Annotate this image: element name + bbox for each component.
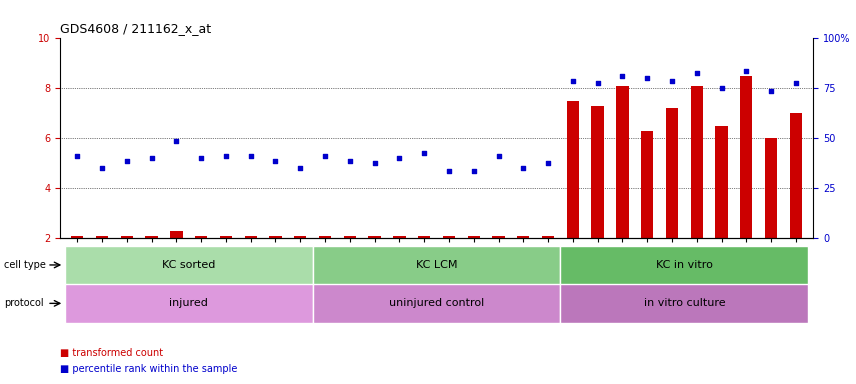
Point	[764, 88, 778, 94]
Bar	[195, 235, 207, 238]
Point	[269, 158, 282, 164]
Text: KC in vitro: KC in vitro	[656, 260, 713, 270]
Bar	[492, 235, 505, 238]
Bar	[270, 235, 282, 238]
Text: GDS4608 / 211162_x_at: GDS4608 / 211162_x_at	[60, 22, 211, 35]
Bar	[146, 235, 158, 238]
Bar	[666, 108, 678, 238]
Point	[740, 68, 753, 74]
Bar	[170, 230, 182, 238]
Point	[541, 160, 555, 166]
Text: uninjured control: uninjured control	[389, 298, 484, 308]
Point	[665, 78, 679, 84]
FancyBboxPatch shape	[65, 246, 312, 284]
Point	[194, 155, 208, 161]
Bar	[121, 235, 133, 238]
Point	[120, 158, 134, 164]
Point	[343, 158, 357, 164]
Point	[467, 167, 480, 174]
Bar	[789, 113, 802, 238]
Point	[591, 80, 604, 86]
Point	[95, 165, 109, 171]
Point	[169, 138, 183, 144]
Bar	[443, 235, 455, 238]
Point	[418, 150, 431, 156]
Bar	[294, 235, 306, 238]
Point	[219, 152, 233, 159]
Text: KC LCM: KC LCM	[416, 260, 457, 270]
FancyBboxPatch shape	[65, 284, 312, 323]
Text: injured: injured	[169, 298, 208, 308]
Point	[244, 152, 258, 159]
Point	[70, 152, 84, 159]
Point	[368, 160, 382, 166]
Text: ■ transformed count: ■ transformed count	[60, 348, 163, 358]
Bar	[567, 101, 579, 238]
Bar	[740, 76, 752, 238]
Bar	[591, 106, 603, 238]
Point	[442, 167, 455, 174]
Point	[145, 155, 158, 161]
Point	[393, 155, 407, 161]
FancyBboxPatch shape	[312, 246, 561, 284]
Bar	[517, 235, 530, 238]
Bar	[418, 235, 431, 238]
FancyBboxPatch shape	[312, 284, 561, 323]
Bar	[765, 138, 777, 238]
Bar	[71, 235, 84, 238]
Bar	[616, 86, 628, 238]
Bar	[368, 235, 381, 238]
FancyBboxPatch shape	[561, 246, 808, 284]
Point	[516, 165, 530, 171]
Point	[640, 75, 654, 81]
Point	[690, 70, 704, 76]
Bar	[716, 126, 728, 238]
Bar	[245, 235, 257, 238]
Text: KC sorted: KC sorted	[162, 260, 216, 270]
Bar	[691, 86, 703, 238]
Point	[566, 78, 580, 84]
Bar	[318, 235, 331, 238]
Text: ■ percentile rank within the sample: ■ percentile rank within the sample	[60, 364, 237, 374]
Bar	[393, 235, 406, 238]
Point	[318, 152, 332, 159]
Bar	[96, 235, 108, 238]
Bar	[641, 131, 653, 238]
Point	[615, 73, 629, 79]
Bar	[220, 235, 232, 238]
Text: cell type: cell type	[4, 260, 46, 270]
Point	[715, 85, 728, 91]
Bar	[343, 235, 356, 238]
Text: protocol: protocol	[4, 298, 44, 308]
Point	[491, 152, 505, 159]
FancyBboxPatch shape	[561, 284, 808, 323]
Point	[294, 165, 307, 171]
Bar	[542, 235, 555, 238]
Bar	[467, 235, 480, 238]
Text: in vitro culture: in vitro culture	[644, 298, 725, 308]
Point	[789, 80, 803, 86]
